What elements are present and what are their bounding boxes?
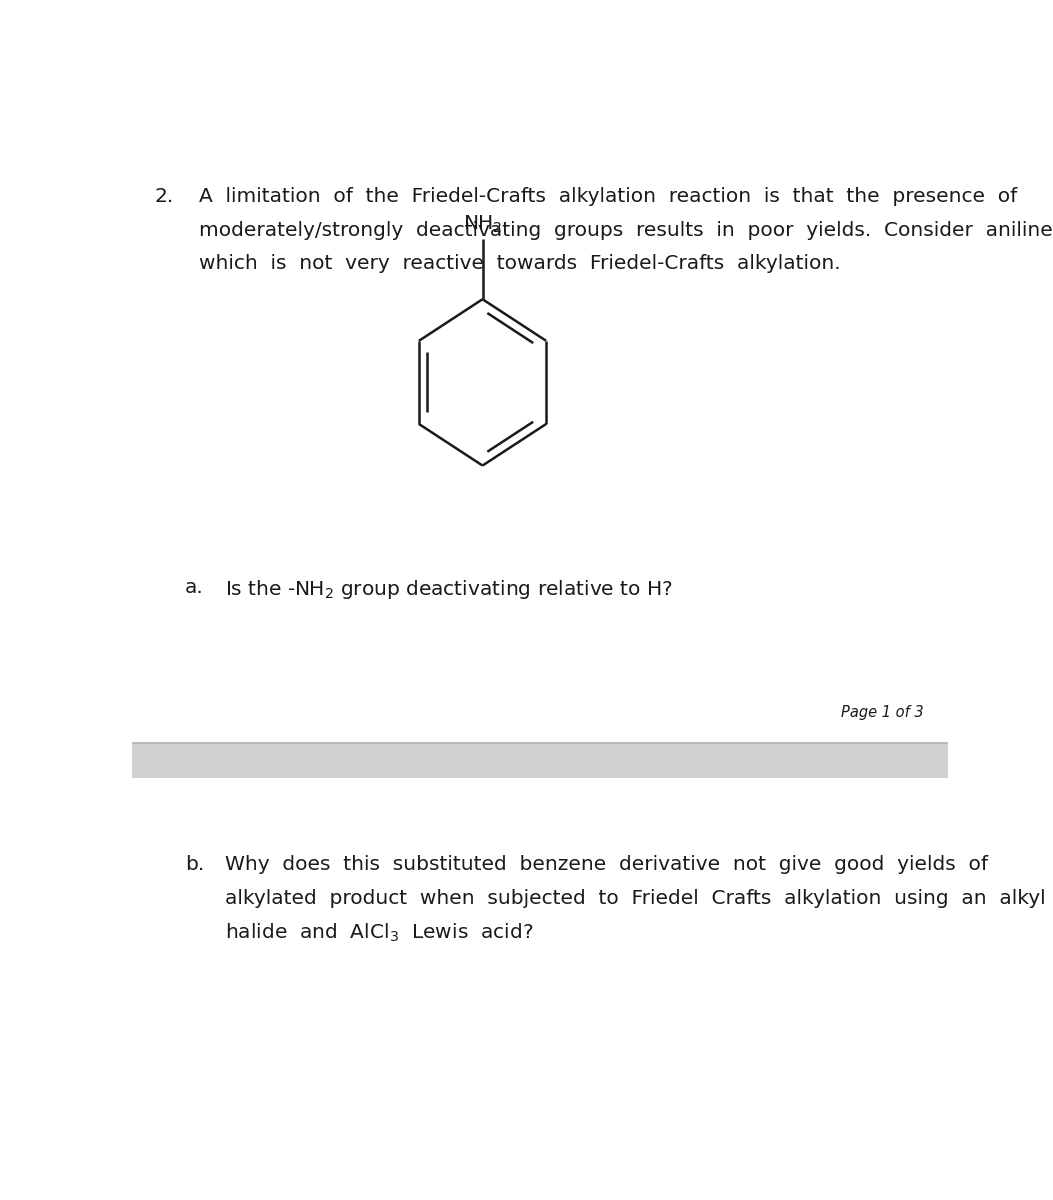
Text: a.: a. xyxy=(184,578,203,598)
Text: which  is  not  very  reactive  towards  Friedel-Crafts  alkylation.: which is not very reactive towards Fried… xyxy=(199,254,840,272)
Text: Page 1 of 3: Page 1 of 3 xyxy=(840,704,923,720)
Text: Why  does  this  substituted  benzene  derivative  not  give  good  yields  of: Why does this substituted benzene deriva… xyxy=(225,856,989,875)
Text: 2.: 2. xyxy=(155,187,174,206)
Text: A  limitation  of  the  Friedel-Crafts  alkylation  reaction  is  that  the  pre: A limitation of the Friedel-Crafts alkyl… xyxy=(199,187,1017,206)
Text: moderately/strongly  deactivating  groups  results  in  poor  yields.  Consider : moderately/strongly deactivating groups … xyxy=(199,221,1053,240)
Text: Is the -NH$_2$ group deactivating relative to H?: Is the -NH$_2$ group deactivating relati… xyxy=(225,578,673,601)
Text: alkylated  product  when  subjected  to  Friedel  Crafts  alkylation  using  an : alkylated product when subjected to Frie… xyxy=(225,889,1046,907)
Text: NH$_2$: NH$_2$ xyxy=(463,214,502,235)
Text: b.: b. xyxy=(184,856,204,875)
Text: halide  and  AlCl$_3$  Lewis  acid?: halide and AlCl$_3$ Lewis acid? xyxy=(225,922,534,944)
Bar xyxy=(132,743,948,778)
